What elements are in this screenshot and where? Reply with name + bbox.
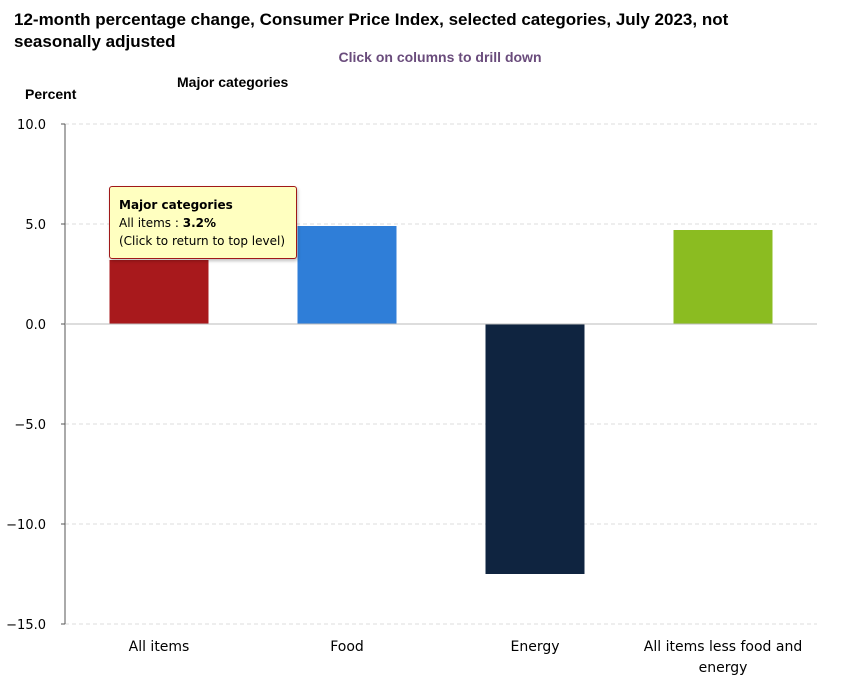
tooltip-header: Major categories	[119, 198, 233, 212]
chart-subtitle: Major categories	[177, 74, 288, 90]
x-category-label[interactable]: Energy	[510, 639, 559, 655]
y-tick-label: 0.0	[25, 318, 46, 333]
x-category-label[interactable]: Food	[330, 639, 364, 655]
y-tick-label: −10.0	[6, 518, 46, 533]
y-axis-ticks: 10.0 5.0 0.0 −5.0 −10.0 −15.0	[6, 118, 65, 633]
x-category-label[interactable]: All items less food and energy	[644, 639, 802, 676]
tooltip: Major categories All items : 3.2% (Click…	[109, 186, 297, 259]
bars	[109, 226, 773, 574]
tooltip-label: All items :	[119, 216, 183, 230]
bar-all-items-less-food-and-energy[interactable]	[673, 230, 773, 324]
chart-title-line-2: seasonally adjusted	[14, 32, 176, 51]
bar-energy[interactable]	[485, 324, 585, 574]
tooltip-value: 3.2%	[182, 216, 217, 230]
bar-food[interactable]	[297, 226, 397, 324]
y-tick-label: 5.0	[25, 218, 46, 233]
tooltip-value-line: All items : 3.2%	[119, 214, 287, 232]
grid-lines	[65, 123, 817, 625]
bar-all-items[interactable]	[109, 260, 209, 324]
y-axis-label: Percent	[25, 86, 77, 102]
drilldown-hint: Click on columns to drill down	[338, 49, 541, 65]
y-tick-label: −15.0	[6, 618, 46, 633]
x-category-label[interactable]: All items	[129, 639, 190, 655]
chart-title-line-1: 12-month percentage change, Consumer Pri…	[14, 10, 729, 29]
x-axis-labels: All items Food Energy All items less food a…	[129, 639, 803, 676]
tooltip-hint: (Click to return to top level)	[119, 234, 286, 248]
y-tick-label: 10.0	[17, 118, 46, 133]
y-tick-label: −5.0	[14, 418, 46, 433]
